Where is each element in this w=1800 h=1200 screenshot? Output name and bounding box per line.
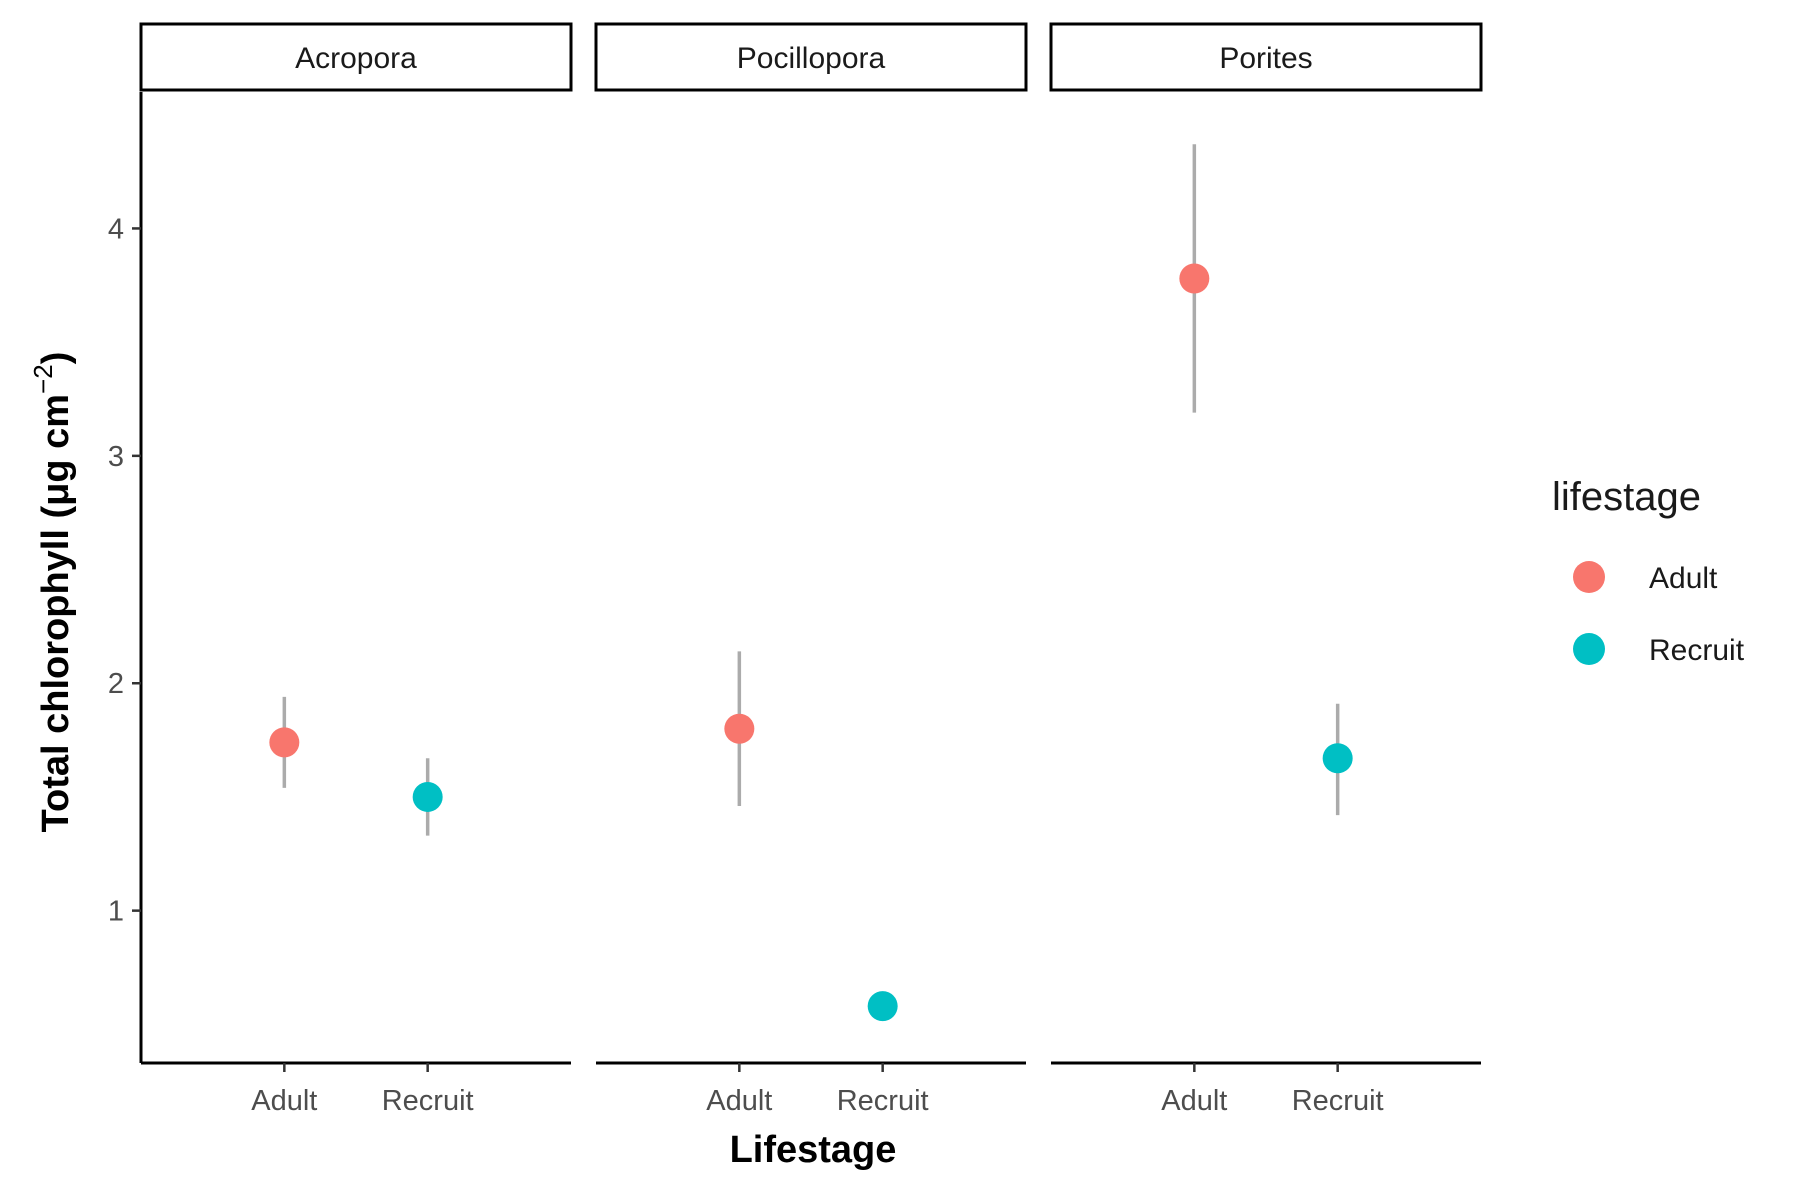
facet-strip <box>139 22 573 92</box>
y-axis-title-main: Total chlorophyll (μg cm <box>35 394 77 832</box>
y-tick-label: 1 <box>108 896 124 928</box>
axis-titles: Lifestage Total chlorophyll (μg cm−2) <box>28 352 896 1171</box>
legend-label: Adult <box>1649 562 1718 595</box>
data-point <box>1322 743 1353 774</box>
facet-pocillopora: Pocillopora Adult Recruit <box>594 22 1028 1117</box>
x-tick-label: Adult <box>706 1085 772 1117</box>
x-tick-label: Recruit <box>1292 1085 1384 1117</box>
data-point <box>724 713 755 744</box>
facet-title: Pocillopora <box>737 42 886 75</box>
x-tick-label: Recruit <box>837 1085 929 1117</box>
data-point <box>412 781 443 812</box>
x-tick-label: Adult <box>1161 1085 1227 1117</box>
facet-title: Porites <box>1219 42 1312 75</box>
legend-label: Recruit <box>1649 634 1745 667</box>
x-tick-label: Recruit <box>382 1085 474 1117</box>
data-point <box>867 991 898 1022</box>
facet-strip <box>1049 22 1483 92</box>
facet-panels: Acropora Adult Recruit Pocillopora Adult Recr… <box>139 22 1483 1117</box>
x-tick-label: Adult <box>251 1085 317 1117</box>
legend-entry-adult: Adult <box>1573 561 1718 595</box>
y-tick-label: 2 <box>108 668 124 700</box>
legend-key <box>1573 561 1605 593</box>
legend: lifestage Adult Recruit <box>1552 475 1745 667</box>
y-axis: 1 2 3 4 <box>108 92 143 1063</box>
data-point <box>269 727 300 758</box>
legend-key <box>1573 633 1605 665</box>
facet-porites: Porites Adult Recruit <box>1049 22 1483 1117</box>
y-tick-label: 3 <box>108 441 124 473</box>
facet-strip <box>594 22 1028 92</box>
legend-title: lifestage <box>1552 475 1701 519</box>
facet-acropora: Acropora Adult Recruit <box>139 22 573 1117</box>
y-axis-title: Total chlorophyll (μg cm−2) <box>28 352 77 833</box>
data-point <box>1179 263 1210 294</box>
facet-title: Acropora <box>295 42 417 75</box>
legend-entry-recruit: Recruit <box>1573 633 1745 667</box>
y-axis-title-close: ) <box>35 352 77 365</box>
x-axis-title: Lifestage <box>730 1129 897 1171</box>
y-axis-title-superscript: −2 <box>28 364 58 394</box>
y-tick-label: 4 <box>108 213 124 245</box>
